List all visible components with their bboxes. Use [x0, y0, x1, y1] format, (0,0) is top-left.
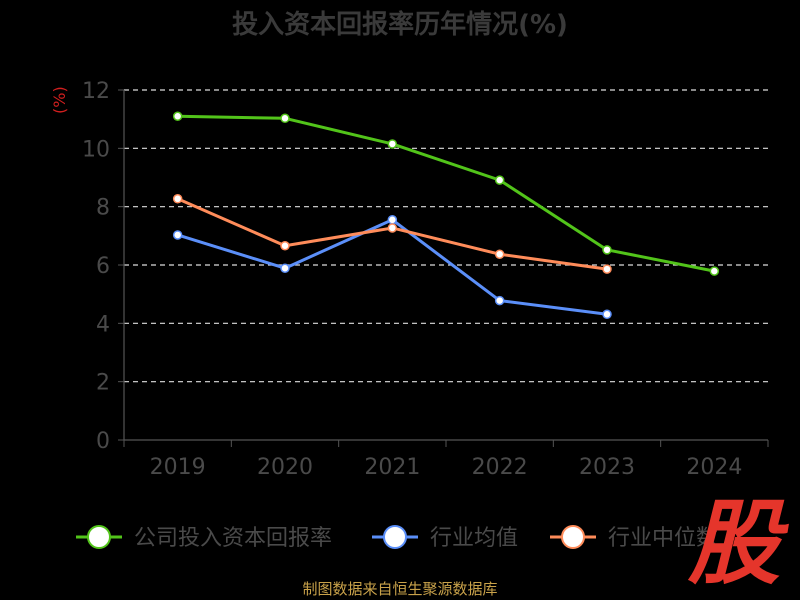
legend-marker-0: [87, 525, 111, 549]
grid-lines: [124, 89, 768, 383]
legend-marker-2: [561, 525, 585, 549]
data-source-note: 制图数据来自恒生聚源数据库: [302, 580, 498, 598]
brand-watermark-logo: 股: [688, 490, 781, 597]
x-tick-label-2021: 2021: [364, 455, 420, 480]
data-point-2-1: [280, 241, 290, 251]
x-tick-label-2020: 2020: [257, 455, 313, 480]
data-point-1-4: [602, 309, 612, 320]
y-axis-label: (%): [50, 86, 69, 114]
legend: 公司投入资本回报率 行业均值 行业中位数: [76, 525, 718, 551]
data-point-0-5: [709, 266, 720, 276]
y-tick-label: 10: [82, 137, 110, 162]
data-point-0-0: [172, 111, 183, 121]
data-point-0-3: [494, 175, 505, 185]
x-tick-label-2023: 2023: [579, 455, 635, 480]
axes: 0 2 4 6 8 10 12 2019 2020 2021 2022 2023 2024: [82, 79, 769, 480]
y-tick-label: 12: [82, 79, 110, 104]
y-tick-label: 4: [96, 312, 110, 337]
data-point-2-4: [602, 264, 612, 274]
y-tick-label: 0: [96, 429, 110, 454]
series-lines: [172, 111, 720, 320]
data-point-1-2: [387, 215, 398, 225]
series-line-0: [177, 114, 715, 273]
y-tick-label: 8: [96, 196, 110, 221]
data-point-2-2: [387, 223, 398, 233]
data-point-2-0: [172, 194, 183, 204]
legend-label-1: 行业均值: [430, 526, 518, 551]
legend-marker-1: [383, 525, 407, 549]
y-tick-label: 6: [96, 254, 110, 279]
x-tick-label-2024: 2024: [686, 455, 742, 480]
legend-label-0: 公司投入资本回报率: [134, 526, 332, 551]
data-point-0-4: [602, 245, 612, 255]
data-point-1-1: [280, 263, 290, 273]
y-tick-label: 2: [96, 371, 110, 396]
x-tick-label-2022: 2022: [472, 455, 528, 480]
data-point-1-0: [172, 230, 183, 240]
data-point-1-3: [494, 295, 505, 306]
data-point-0-2: [387, 139, 398, 149]
x-tick-label-2019: 2019: [150, 455, 206, 480]
data-point-2-3: [494, 249, 505, 259]
legend-label-2: 行业中位数: [608, 526, 718, 551]
data-point-0-1: [280, 113, 290, 124]
chart-title: 投入资本回报率历年情况(%): [232, 10, 568, 40]
series-line-1: [177, 218, 608, 316]
